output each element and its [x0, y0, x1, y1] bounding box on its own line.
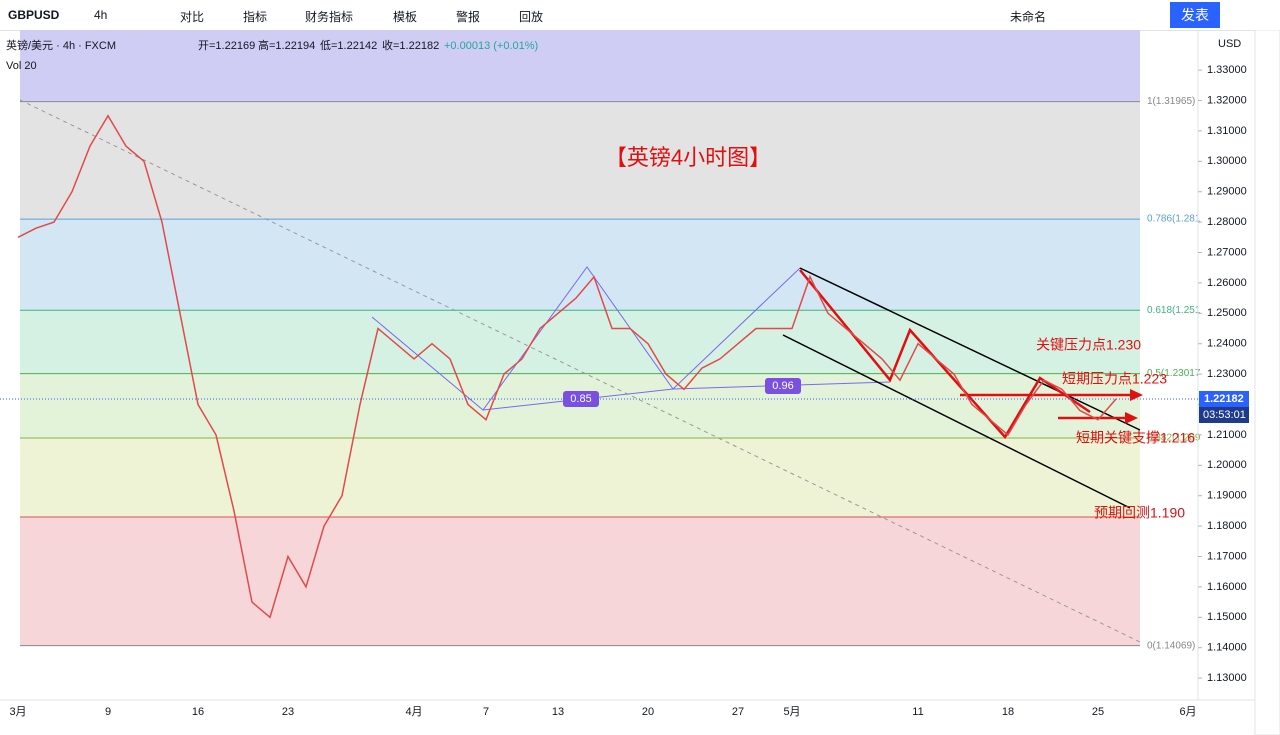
last-price-label: 1.22182 — [1204, 393, 1244, 405]
x-tick-label: 16 — [192, 706, 204, 718]
x-tick-label: 20 — [642, 706, 654, 718]
tool-button[interactable]: 模板 — [393, 10, 418, 24]
sidebar — [1254, 30, 1280, 735]
fib-band — [20, 310, 1140, 374]
y-tick-label: 1.33000 — [1207, 64, 1247, 76]
symbol[interactable]: GBPUSD — [8, 8, 60, 22]
fib-label: 0.618(1.251 — [1147, 305, 1201, 316]
fib-band — [20, 219, 1140, 311]
ohlc: 高=1.22194 — [258, 38, 315, 52]
interval[interactable]: 4h — [94, 8, 108, 22]
countdown: 03:53:01 — [1203, 409, 1246, 421]
y-tick-label: 1.13000 — [1207, 672, 1247, 684]
toolbar: GBPUSD 4h 对比 指标 财务指标 模板 警报 回放 未命名 发表 — [0, 0, 1280, 31]
y-tick-label: 1.21000 — [1207, 429, 1247, 441]
y-tick-label: 1.19000 — [1207, 490, 1247, 502]
fib-band — [20, 101, 1140, 220]
countdown-box — [1199, 406, 1249, 423]
y-tick-label: 1.14000 — [1207, 642, 1247, 654]
fib-label: 1(1.31965) — [1147, 96, 1195, 107]
ohlc: 开=1.22169 — [198, 40, 255, 52]
fib-band — [20, 516, 1140, 646]
tool-button[interactable]: 警报 — [456, 10, 481, 24]
y-tick-label: 1.18000 — [1207, 520, 1247, 532]
ohlc: 收=1.22182 — [382, 38, 439, 52]
x-tick-label: 9 — [105, 706, 111, 718]
publish-button[interactable]: 发表 — [1170, 2, 1220, 28]
y-tick-label: 1.30000 — [1207, 155, 1247, 167]
x-tick-label: 23 — [282, 706, 294, 718]
projection-arrow — [799, 269, 1091, 440]
y-tick-label: 1.27000 — [1207, 246, 1247, 258]
pattern-label: 0.96 — [772, 380, 793, 392]
y-tick-label: 1.28000 — [1207, 216, 1247, 228]
x-tick-label: 13 — [552, 706, 564, 718]
channel-line — [782, 334, 1131, 509]
pattern-line — [482, 381, 891, 411]
channel-line — [799, 267, 1141, 431]
y-tick-label: 1.24000 — [1207, 338, 1247, 350]
x-tick-label: 18 — [1002, 706, 1014, 718]
y-tick-label: 1.31000 — [1207, 125, 1247, 137]
fib-band — [20, 30, 1140, 102]
x-tick-label: 5月 — [783, 706, 800, 718]
pattern-label: 0.85 — [570, 393, 591, 405]
y-tick-label: 1.15000 — [1207, 611, 1247, 623]
tool-button[interactable]: 回放 — [519, 10, 544, 24]
chart: 1(1.31965) 0.786(1.281 0.618(1.251 0.5(1.23… — [0, 30, 1280, 735]
x-tick-label: 11 — [912, 706, 923, 718]
y-tick-label: 1.25000 — [1207, 307, 1247, 319]
fib-label: 0.382(1.209 — [1147, 433, 1201, 444]
tool-button[interactable]: 指标 — [243, 10, 268, 24]
price-line — [17, 114, 1117, 619]
arrow-head — [1125, 389, 1143, 424]
tool-button[interactable]: 对比 — [180, 10, 205, 24]
currency: USD — [1218, 38, 1241, 50]
x-tick-label: 3月 — [9, 706, 26, 718]
pattern-label-box — [563, 391, 599, 407]
pattern-line — [371, 266, 801, 411]
pattern-label-box — [765, 378, 801, 394]
fib-label: 0(1.14069) — [1147, 640, 1195, 651]
x-tick-label: 7 — [483, 706, 489, 718]
fib-band — [20, 437, 1140, 517]
y-tick-label: 1.23000 — [1207, 368, 1247, 380]
tool-button[interactable]: 财务指标 — [305, 10, 354, 24]
chart-title: 【英镑4小时图】 — [605, 145, 771, 170]
annotation: 关键压力点1.230 — [1036, 337, 1141, 353]
volume: Vol 20 — [6, 60, 37, 72]
x-tick-label: 27 — [732, 706, 744, 718]
x-tick-label: 4月 — [405, 706, 422, 718]
fib-label: 0.5(1.23017 — [1147, 368, 1201, 379]
backgrounds: 1(1.31965) 0.786(1.281 0.618(1.251 0.5(1.23… — [20, 30, 1201, 651]
change: +0.00013 (+0.01%) — [444, 40, 538, 52]
x-tick-label: 25 — [1092, 706, 1104, 718]
x-tick-label: 6月 — [1179, 706, 1196, 718]
y-tick-label: 1.26000 — [1207, 277, 1247, 289]
y-tick-label: 1.32000 — [1207, 94, 1247, 106]
legend-pair: 英镑/美元 · 4h · FXCM — [6, 38, 116, 52]
file-name[interactable]: 未命名 — [1010, 10, 1047, 24]
annotation: 预期回测1.190 — [1094, 505, 1185, 521]
y-tick-label: 1.20000 — [1207, 459, 1247, 471]
drawings — [19, 99, 1143, 643]
last-price-box — [1199, 390, 1249, 407]
y-tick-label: 1.16000 — [1207, 581, 1247, 593]
fib-label: 0.786(1.281 — [1147, 214, 1201, 225]
y-tick-label: 1.29000 — [1207, 186, 1247, 198]
annotation: 短期压力点1.223 — [1062, 371, 1167, 387]
annotation: 短期关键支撑1.216 — [1076, 430, 1195, 446]
ohlc: 低=1.22142 — [320, 39, 377, 52]
y-tick-label: 1.17000 — [1207, 550, 1247, 562]
